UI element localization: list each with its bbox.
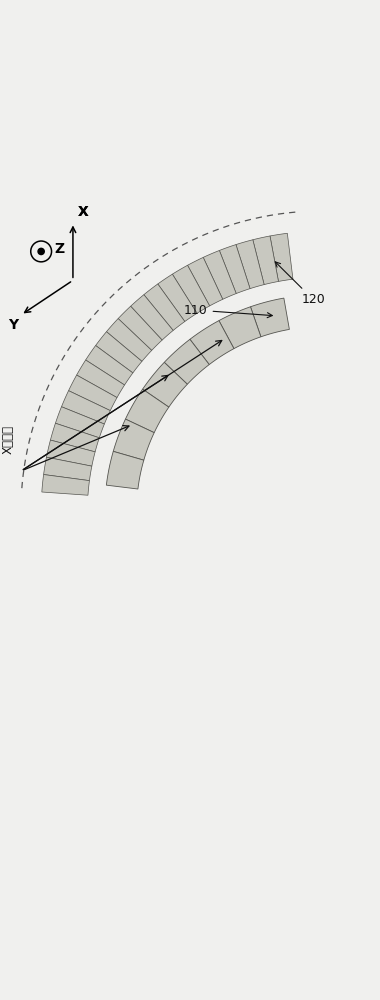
Polygon shape (219, 307, 261, 349)
Text: X: X (78, 205, 88, 219)
Polygon shape (188, 257, 223, 306)
Text: 110: 110 (184, 304, 272, 318)
Text: X: X (78, 205, 88, 219)
Polygon shape (96, 332, 142, 373)
Polygon shape (118, 306, 162, 350)
Text: Z: Z (54, 242, 65, 256)
Polygon shape (270, 233, 293, 281)
Polygon shape (219, 245, 250, 294)
Polygon shape (86, 346, 133, 385)
Polygon shape (203, 250, 236, 299)
Polygon shape (44, 457, 92, 481)
Polygon shape (51, 423, 99, 452)
Polygon shape (42, 475, 89, 495)
Text: Y: Y (8, 318, 18, 332)
Polygon shape (190, 321, 234, 365)
Polygon shape (77, 360, 125, 398)
Polygon shape (106, 451, 144, 489)
Polygon shape (55, 407, 104, 438)
Polygon shape (68, 375, 117, 411)
Polygon shape (250, 298, 290, 337)
Circle shape (38, 248, 44, 255)
Polygon shape (113, 419, 154, 460)
Polygon shape (62, 391, 110, 424)
Polygon shape (125, 389, 169, 433)
Polygon shape (173, 265, 210, 313)
Text: 120: 120 (275, 262, 325, 306)
Polygon shape (142, 362, 187, 407)
Polygon shape (131, 295, 173, 340)
Polygon shape (46, 440, 95, 466)
Text: X射线束: X射线束 (2, 425, 15, 454)
Polygon shape (236, 240, 264, 289)
Polygon shape (106, 319, 152, 361)
Polygon shape (158, 274, 197, 322)
Polygon shape (253, 236, 279, 285)
Polygon shape (164, 339, 209, 384)
Polygon shape (144, 284, 185, 330)
